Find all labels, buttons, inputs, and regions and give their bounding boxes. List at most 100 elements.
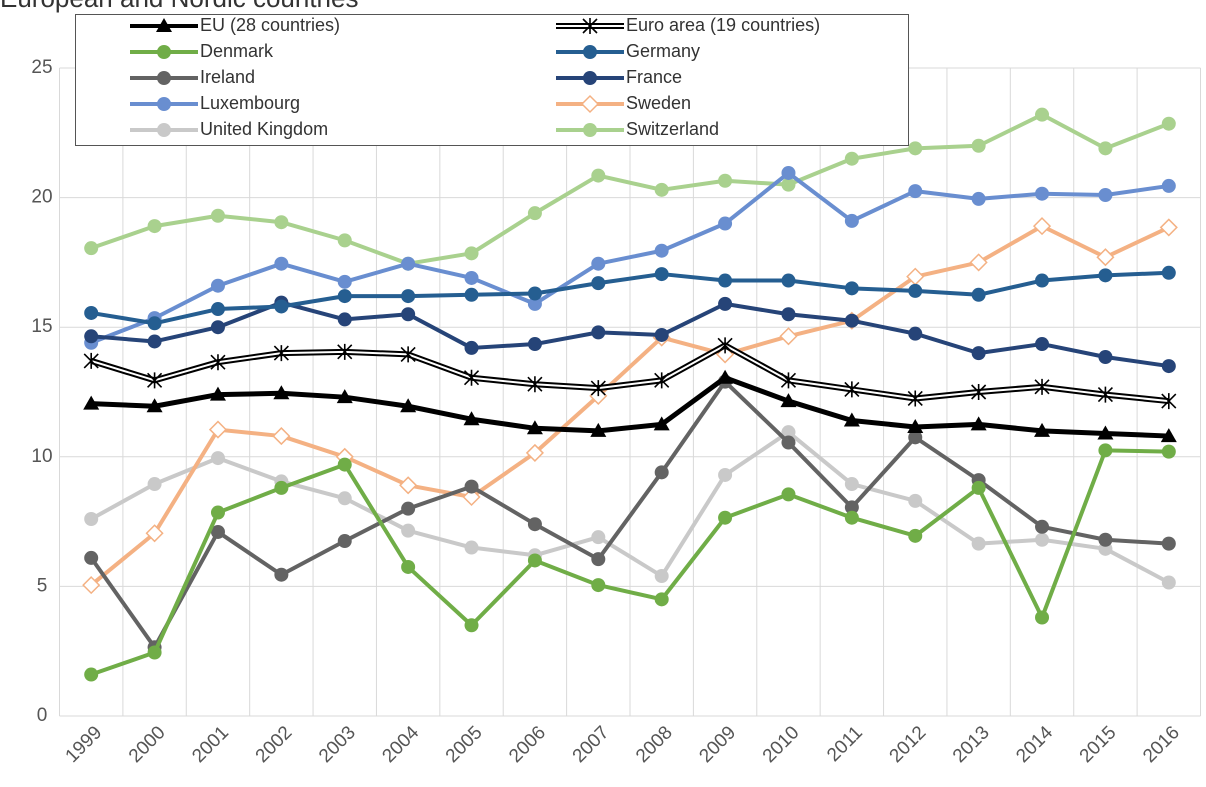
chart-title: European and Nordic countries	[0, 0, 358, 13]
data-point	[272, 427, 291, 446]
y-tick-label: 10	[31, 446, 52, 467]
data-point	[337, 457, 352, 472]
data-point	[337, 534, 352, 549]
x-tick-label: 1999	[62, 722, 107, 767]
x-tick-label: 2008	[632, 722, 677, 767]
series-line	[90, 430, 1170, 585]
x-tick-label: 2010	[759, 722, 804, 767]
legend-label: Switzerland	[626, 119, 719, 139]
data-point	[527, 206, 542, 221]
legend-marker	[156, 18, 172, 32]
y-tick-label: 0	[37, 705, 48, 726]
data-point	[274, 480, 289, 495]
series-line	[90, 170, 1170, 345]
data-point	[526, 420, 543, 435]
data-point	[1098, 268, 1113, 283]
data-point	[591, 578, 606, 593]
series-line	[90, 270, 1169, 326]
data-point	[718, 173, 733, 188]
data-point	[908, 184, 923, 199]
x-tick-label: 2014	[1012, 722, 1057, 767]
data-point	[527, 553, 542, 568]
data-point	[337, 289, 352, 304]
y-tick-label: 5	[37, 575, 48, 596]
data-point	[1161, 116, 1176, 131]
data-point	[400, 346, 416, 363]
data-point	[336, 389, 353, 404]
data-point	[654, 372, 670, 389]
data-point	[907, 418, 924, 433]
data-point	[401, 307, 416, 322]
data-point	[210, 354, 226, 371]
series-line	[90, 448, 1169, 677]
data-point	[1098, 188, 1113, 203]
data-point	[1161, 265, 1176, 280]
data-point	[781, 177, 796, 192]
legend-marker	[157, 45, 171, 59]
data-point	[84, 305, 99, 320]
data-point	[1035, 610, 1050, 625]
data-point	[908, 326, 923, 341]
data-point	[844, 500, 859, 515]
data-point	[337, 312, 352, 327]
x-tick-label: 2015	[1076, 722, 1121, 767]
data-point	[781, 165, 796, 180]
data-point	[908, 141, 923, 156]
data-point	[1098, 443, 1113, 458]
data-point	[1161, 444, 1176, 459]
x-tick-label: 2006	[505, 722, 550, 767]
data-point	[1035, 337, 1050, 352]
data-point	[527, 296, 542, 311]
data-point	[781, 273, 796, 288]
data-point	[210, 524, 225, 539]
data-point	[1035, 532, 1050, 547]
data-point	[779, 327, 798, 346]
y-tick-label: 20	[31, 187, 52, 208]
data-point	[147, 372, 163, 389]
x-tick-label: 2000	[125, 722, 170, 767]
data-point	[654, 182, 669, 197]
data-point	[718, 510, 733, 525]
data-point	[654, 592, 669, 607]
data-point	[274, 567, 289, 582]
y-tick-label: 25	[31, 57, 52, 78]
series-line	[91, 375, 1169, 439]
legend-label: Euro area (19 countries)	[626, 15, 820, 35]
data-point	[1097, 425, 1114, 440]
data-point	[274, 299, 289, 314]
data-point	[145, 524, 164, 543]
data-point	[1161, 536, 1176, 551]
data-point	[147, 645, 162, 660]
data-point	[464, 246, 479, 261]
data-point	[971, 287, 986, 302]
data-point	[969, 253, 988, 272]
legend-label: Luxembourg	[200, 93, 300, 113]
data-point	[1098, 350, 1113, 365]
data-point	[908, 528, 923, 543]
data-point	[1161, 178, 1176, 193]
data-point	[399, 476, 418, 495]
legend-marker	[583, 45, 597, 59]
data-point	[401, 289, 416, 304]
legend-label: France	[626, 67, 682, 87]
data-point	[1035, 107, 1050, 122]
data-point	[210, 302, 225, 317]
data-point	[84, 329, 99, 344]
data-point	[147, 316, 162, 331]
data-point	[590, 380, 606, 397]
data-point	[84, 667, 99, 682]
x-tick-label: 2002	[252, 722, 297, 767]
data-point	[971, 191, 986, 206]
data-point	[780, 393, 797, 408]
data-point	[844, 313, 859, 328]
data-point	[208, 420, 228, 439]
data-point	[209, 386, 226, 401]
data-point	[400, 398, 417, 413]
data-point	[464, 479, 479, 494]
data-point	[401, 256, 416, 271]
data-point	[463, 369, 480, 386]
data-point	[464, 540, 479, 555]
data-point	[971, 138, 986, 153]
data-point	[1160, 428, 1177, 443]
